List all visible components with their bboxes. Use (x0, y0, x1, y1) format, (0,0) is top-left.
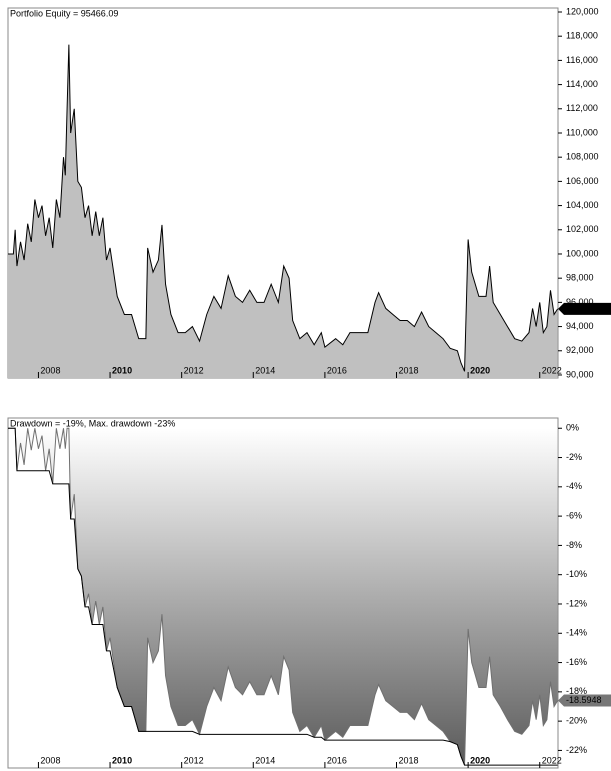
x-tick-label: 2010 (112, 365, 132, 375)
y-tick-label: 0% (566, 423, 579, 433)
x-tick-label: 2020 (470, 365, 490, 375)
x-tick-label: 2008 (40, 755, 60, 765)
y-tick-label: -10% (566, 569, 587, 579)
max-drawdown-line (8, 427, 558, 766)
y-tick-label: -8% (566, 540, 582, 550)
y-tick-label: -20% (566, 716, 587, 726)
y-tick-label: -12% (566, 598, 587, 608)
y-tick-label: -14% (566, 628, 587, 638)
x-tick-label: 2022 (542, 365, 562, 375)
last-value-label: 95,466.1 (566, 303, 601, 313)
y-tick-label: 90,000 (566, 369, 594, 379)
y-tick-label: 102,000 (566, 224, 599, 234)
plot-frame (7, 417, 559, 769)
chart-title: Drawdown = -19%, Max. drawdown -23% (10, 418, 175, 428)
x-tick-label: 2010 (112, 755, 132, 765)
last-value-label: -18.5948 (566, 695, 602, 705)
equity-area (8, 44, 558, 378)
last-value-badge (558, 302, 611, 315)
x-tick-label: 2014 (255, 365, 275, 375)
x-tick-label: 2012 (184, 755, 204, 765)
y-tick-label: 110,000 (566, 127, 598, 137)
y-tick-label: -6% (566, 510, 582, 520)
chart-title: Portfolio Equity = 95466.09 (10, 8, 118, 18)
equity-line (8, 44, 559, 372)
y-tick-label: 92,000 (566, 345, 594, 355)
y-tick-label: 104,000 (566, 200, 599, 210)
y-tick-label: 116,000 (566, 55, 598, 65)
y-tick-label: 112,000 (566, 103, 598, 113)
x-tick-label: 2016 (327, 365, 347, 375)
y-tick-label: -16% (566, 657, 587, 667)
y-tick-label: 96,000 (566, 297, 594, 307)
y-tick-label: 98,000 (566, 273, 594, 283)
drawdown-line (8, 427, 559, 766)
y-tick-label: 114,000 (566, 79, 598, 89)
y-tick-label: -18% (566, 686, 587, 696)
x-tick-label: 2014 (255, 755, 275, 765)
x-tick-label: 2022 (542, 755, 562, 765)
y-tick-label: -22% (566, 745, 587, 755)
y-tick-label: -4% (566, 481, 582, 491)
x-tick-label: 2016 (327, 755, 347, 765)
x-tick-label: 2012 (184, 365, 204, 375)
y-tick-label: 100,000 (566, 248, 599, 258)
y-tick-label: 108,000 (566, 152, 599, 162)
drawdown-area (8, 428, 558, 766)
y-tick-label: -2% (566, 452, 582, 462)
x-tick-label: 2020 (470, 755, 490, 765)
x-tick-label: 2008 (40, 365, 60, 375)
y-tick-label: 120,000 (566, 6, 599, 16)
last-value-badge (558, 694, 611, 707)
y-tick-label: 94,000 (566, 321, 594, 331)
y-tick-label: 106,000 (566, 176, 599, 186)
y-tick-label: 118,000 (566, 31, 598, 41)
x-tick-label: 2018 (399, 365, 419, 375)
x-tick-label: 2018 (399, 755, 419, 765)
